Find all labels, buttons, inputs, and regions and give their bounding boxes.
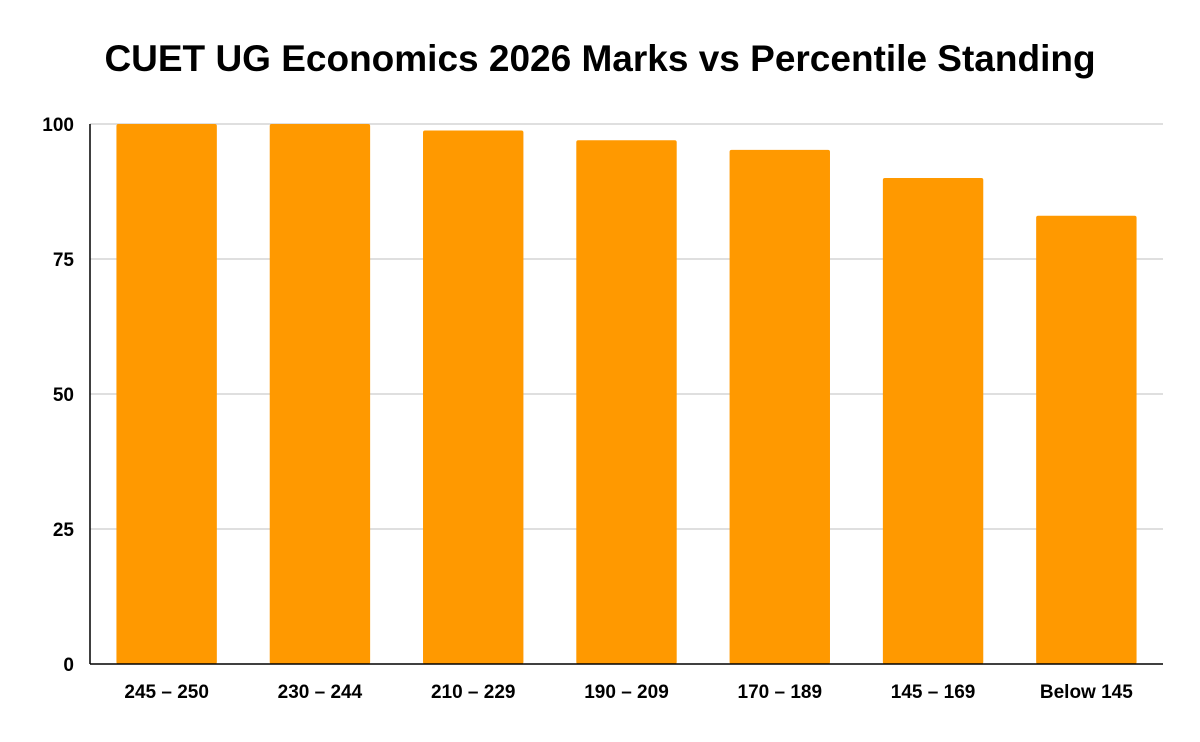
y-tick-label-25: 25 <box>53 520 75 541</box>
bar-1 <box>269 124 371 664</box>
x-tick-label-2: 210 – 229 <box>431 682 516 703</box>
bar-2 <box>423 130 524 665</box>
x-tick-label-6: Below 145 <box>1040 682 1133 703</box>
y-tick-label-0: 0 <box>63 655 74 676</box>
axes <box>89 124 1163 665</box>
x-tick-label-1: 230 – 244 <box>278 682 363 703</box>
x-tick-labels: 245 – 250 230 – 244 210 – 229 190 – 209 170 … <box>124 682 1133 703</box>
y-tick-labels: 0 25 50 75 100 <box>42 115 74 676</box>
bar-3 <box>576 140 677 664</box>
bars <box>116 124 1137 665</box>
y-tick-label-100: 100 <box>42 115 74 136</box>
bar-0 <box>116 124 217 664</box>
x-tick-label-0: 245 – 250 <box>124 682 209 703</box>
x-tick-label-5: 145 – 169 <box>891 682 976 703</box>
y-tick-label-50: 50 <box>53 385 74 406</box>
x-tick-label-4: 170 – 189 <box>738 682 823 703</box>
bar-6 <box>1036 215 1137 665</box>
x-tick-label-3: 190 – 209 <box>584 682 669 703</box>
bar-4 <box>729 149 830 665</box>
chart-title: CUET UG Economics 2026 Marks vs Percenti… <box>104 38 1096 79</box>
bar-5 <box>882 178 984 664</box>
y-tick-label-75: 75 <box>53 250 75 271</box>
